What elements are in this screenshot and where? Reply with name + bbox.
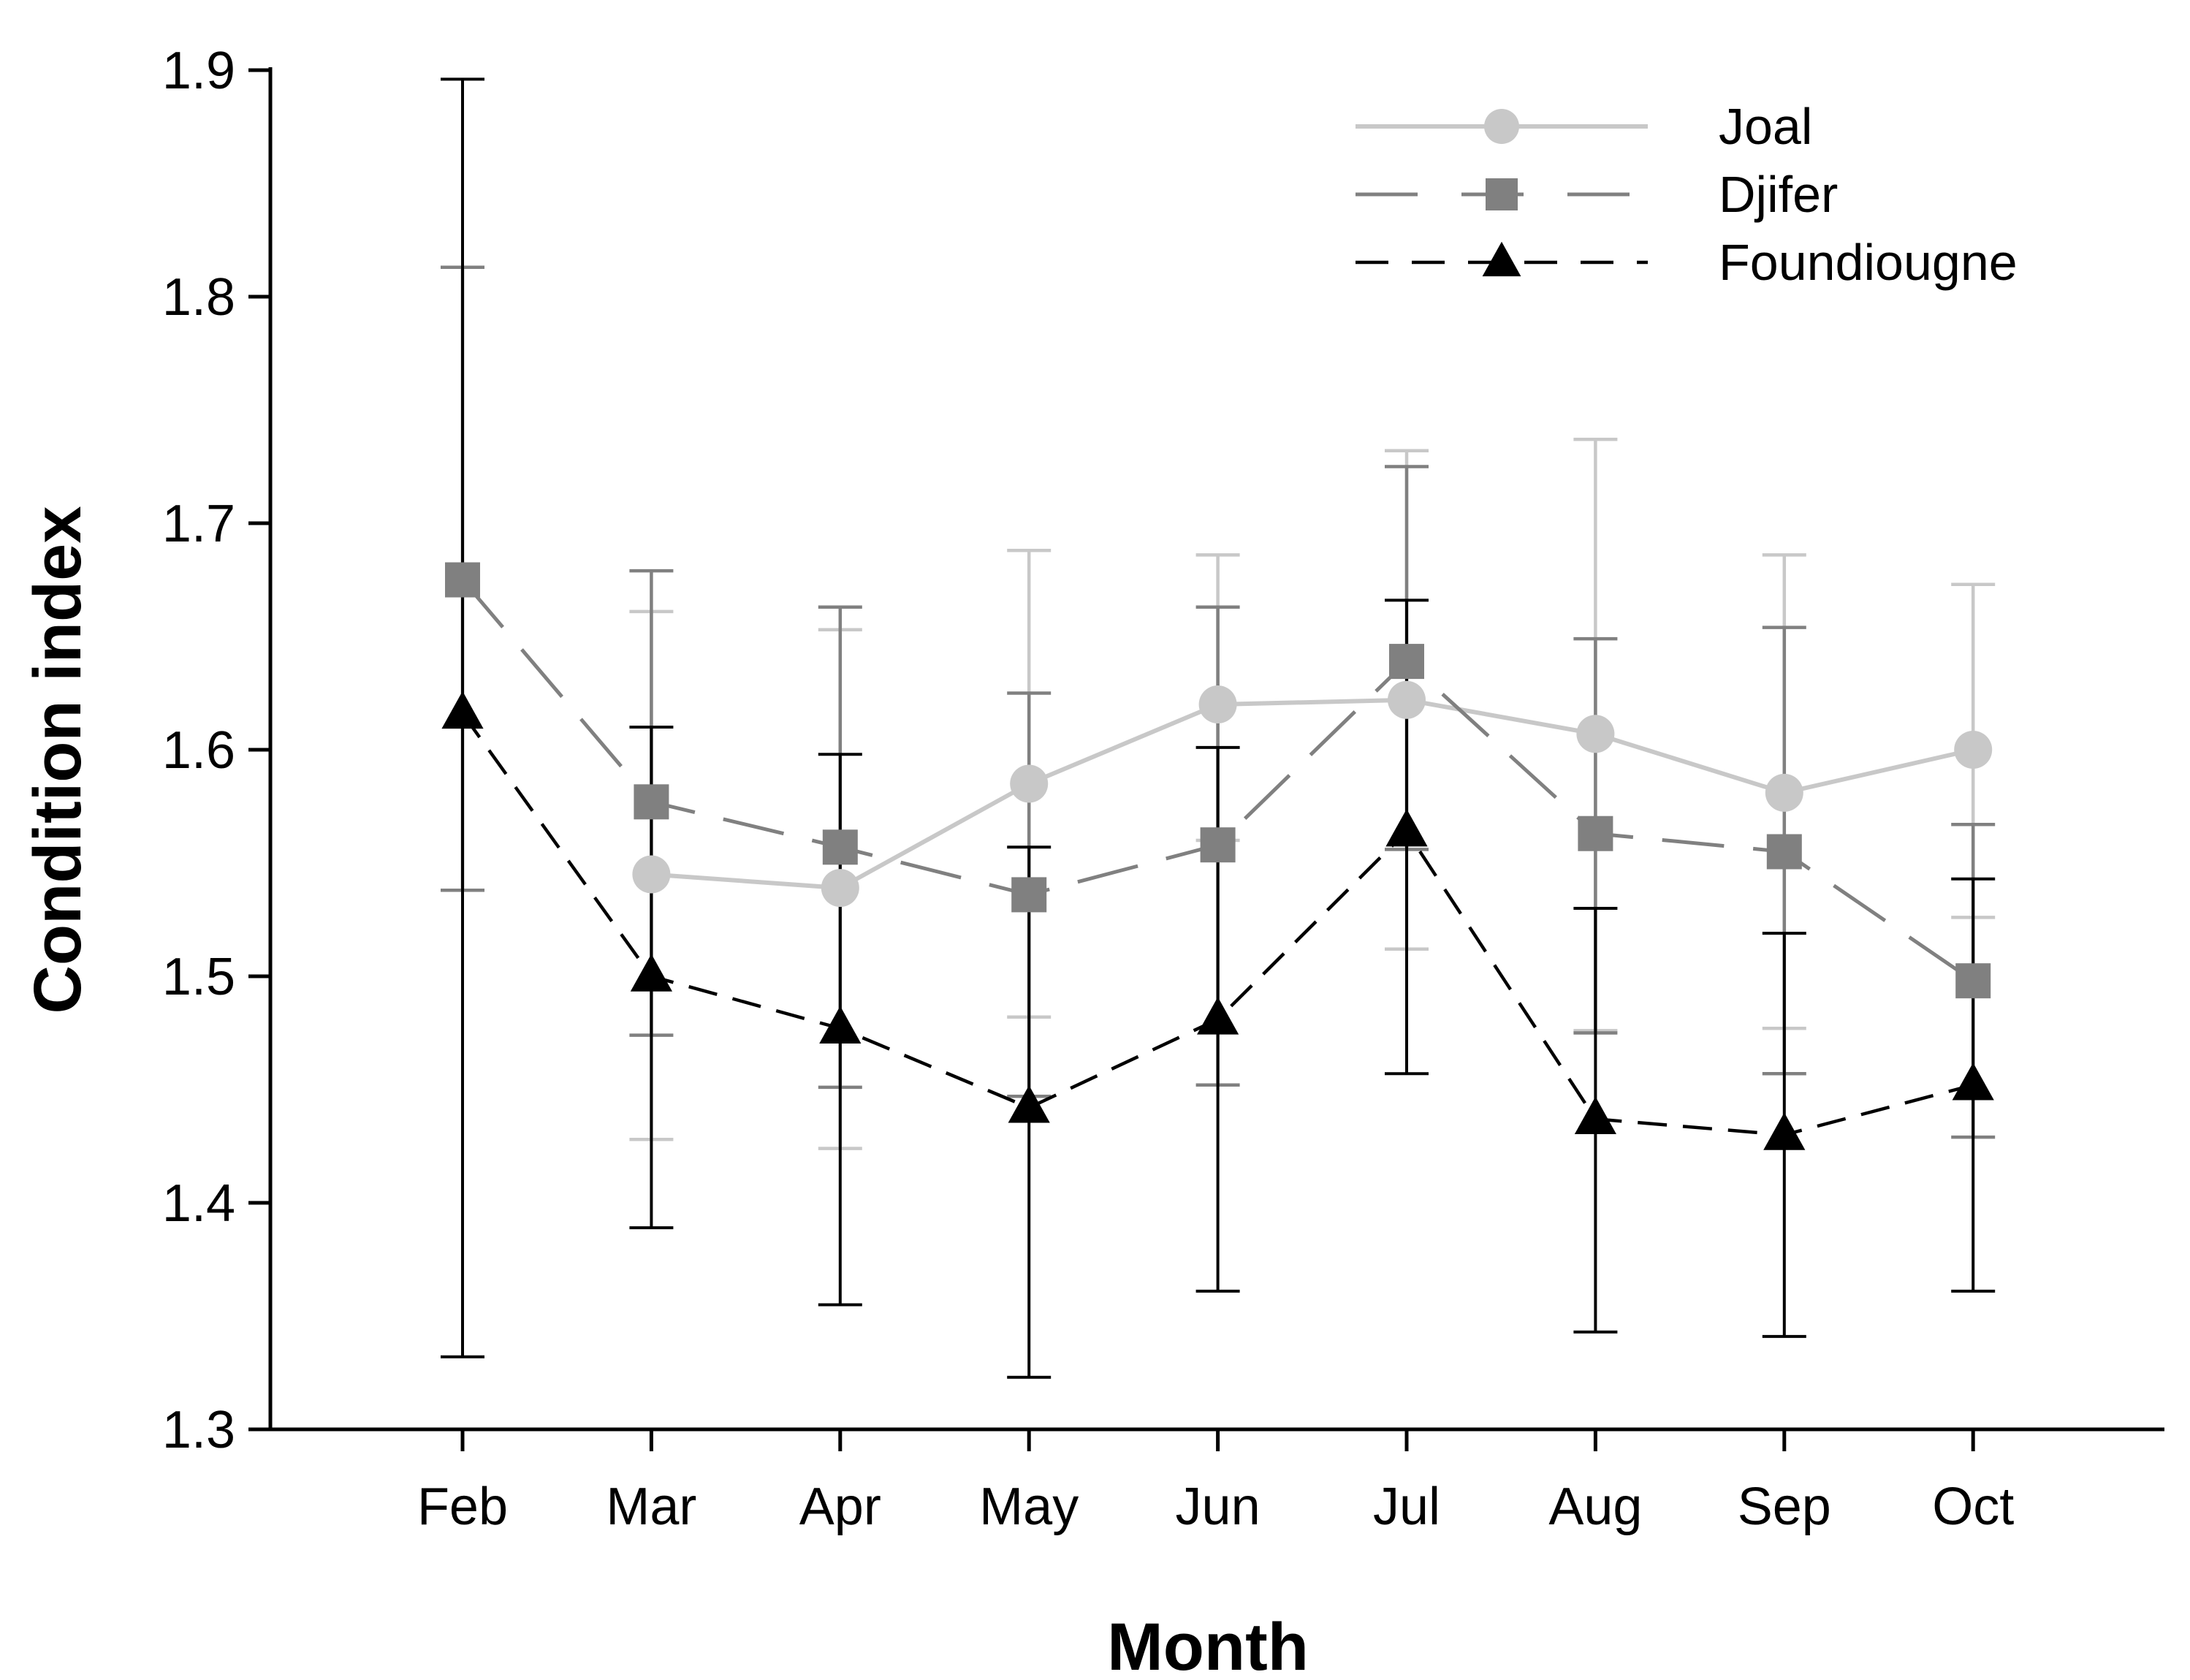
legend-label-joal: Joal (1719, 98, 1812, 155)
legend-label-djifer: Djifer (1719, 166, 1838, 223)
djifer-point-mar (634, 784, 669, 820)
djifer-point-feb (445, 562, 480, 598)
y-tick-label-1.8: 1.8 (162, 268, 235, 327)
x-tick-label-apr: Apr (799, 1478, 881, 1536)
x-tick-label-feb: Feb (417, 1478, 508, 1536)
x-tick-label-jul: Jul (1373, 1478, 1440, 1536)
axes-layer: 1.3 1.4 1.5 1.6 1.7 1.8 1.9 Feb Mar Apr May Jun Jul A… (162, 42, 2164, 1536)
legend-marker-foundiougne (1482, 241, 1521, 277)
y-axis-title: Condition index (20, 506, 95, 1014)
foundiougne-point-apr (819, 1006, 862, 1044)
joal-point-oct (1954, 731, 1993, 769)
foundiougne-point-jun (1197, 997, 1239, 1035)
x-tick-label-jun: Jun (1176, 1478, 1261, 1536)
y-tick-label-1.3: 1.3 (162, 1401, 235, 1459)
joal-point-mar (632, 855, 671, 894)
djifer-point-sep (1766, 834, 1802, 870)
joal-point-jul (1388, 680, 1426, 719)
x-tick-label-may: May (979, 1478, 1079, 1536)
djifer-point-jul (1389, 644, 1424, 680)
x-tick-label-mar: Mar (606, 1478, 696, 1536)
legend-label-foundiougne: Foundiougne (1719, 234, 2018, 291)
djifer-point-oct (1955, 963, 1991, 999)
joal-point-sep (1765, 773, 1803, 812)
djifer-point-jun (1200, 827, 1236, 863)
y-tick-label-1.6: 1.6 (162, 721, 235, 780)
djifer-point-aug (1578, 816, 1613, 851)
foundiougne-point-oct (1952, 1063, 1994, 1101)
foundiougne-point-feb (441, 691, 484, 729)
joal-point-apr (821, 869, 859, 908)
djifer-point-apr (822, 829, 858, 865)
legend: Joal Djifer Foundiougne (1356, 98, 2018, 291)
y-tick-label-1.4: 1.4 (162, 1174, 235, 1233)
joal-series-line (651, 697, 1974, 891)
markers-layer (441, 562, 1994, 1150)
foundiougne-point-sep (1763, 1112, 1806, 1150)
x-tick-label-aug: Aug (1548, 1478, 1642, 1536)
joal-point-may (1010, 764, 1049, 803)
foundiougne-point-mar (630, 954, 672, 992)
foundiougne-point-may (1008, 1085, 1050, 1123)
x-axis-title: Month (1107, 1610, 1309, 1680)
y-tick-label-1.7: 1.7 (162, 495, 235, 553)
y-tick-label-1.5: 1.5 (162, 948, 235, 1006)
foundiougne-point-aug (1574, 1096, 1616, 1135)
joal-point-aug (1576, 715, 1615, 753)
legend-marker-joal (1484, 109, 1519, 144)
x-tick-label-sep: Sep (1738, 1478, 1831, 1536)
joal-point-jun (1198, 685, 1237, 723)
foundiougne-point-jul (1385, 808, 1428, 847)
legend-marker-djifer (1486, 178, 1518, 210)
djifer-point-may (1011, 877, 1047, 913)
y-tick-label-1.9: 1.9 (162, 42, 235, 100)
x-tick-label-oct: Oct (1932, 1478, 2014, 1536)
